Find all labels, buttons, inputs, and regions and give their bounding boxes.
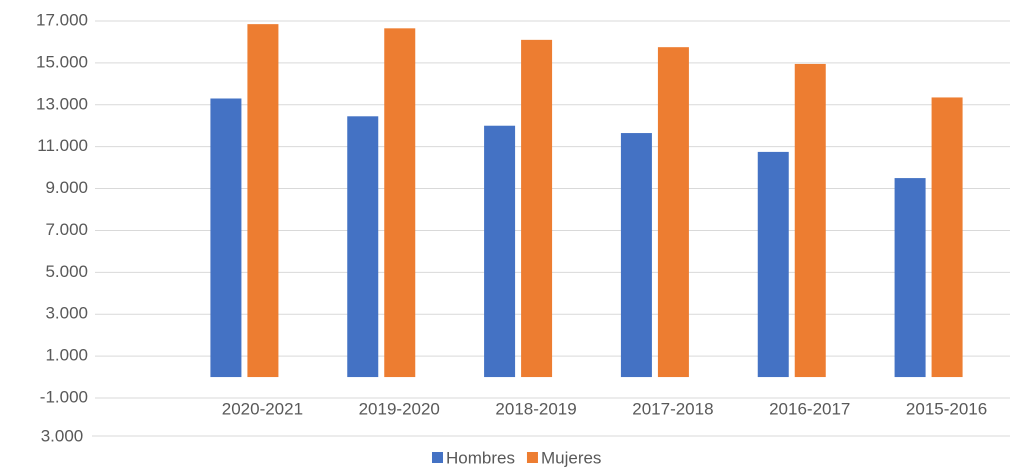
bar	[384, 28, 416, 378]
legend-swatch	[432, 452, 443, 463]
bar	[894, 178, 926, 378]
bar	[757, 151, 789, 378]
y-tick-label: 3.000	[45, 304, 88, 323]
x-tick-label: 2019-2020	[359, 399, 440, 418]
y-tick-label: 13.000	[36, 94, 88, 113]
x-tick-label: 2016-2017	[769, 399, 850, 418]
bar	[657, 47, 689, 378]
x-tick-label: 2015-2016	[906, 399, 987, 418]
bar	[521, 39, 553, 378]
bar	[620, 133, 652, 378]
y-tick-label: 5.000	[45, 262, 88, 281]
y-tick-label: 7.000	[45, 220, 88, 239]
y-tick-label: 11.000	[37, 136, 88, 155]
y-tick-label: 1.000	[45, 346, 88, 365]
bar	[484, 125, 516, 378]
y-tick-label: -1.000	[40, 387, 88, 406]
y-tick-label: 15.000	[36, 52, 88, 71]
bar	[931, 97, 963, 378]
x-tick-label: 2020-2021	[222, 399, 303, 418]
x-tick-label: 2017-2018	[632, 399, 713, 418]
x-tick-label: 2018-2019	[495, 399, 576, 418]
bar	[347, 116, 379, 378]
legend-label: Hombres	[446, 448, 515, 467]
legend-label: Mujeres	[541, 448, 601, 467]
y-tick-label: 17.000	[36, 10, 88, 29]
bar	[794, 63, 826, 378]
legend-swatch	[526, 452, 538, 463]
stray-label: 3.000	[41, 426, 84, 445]
y-tick-label: 9.000	[45, 178, 88, 197]
bar	[247, 24, 279, 378]
bar	[210, 98, 242, 378]
